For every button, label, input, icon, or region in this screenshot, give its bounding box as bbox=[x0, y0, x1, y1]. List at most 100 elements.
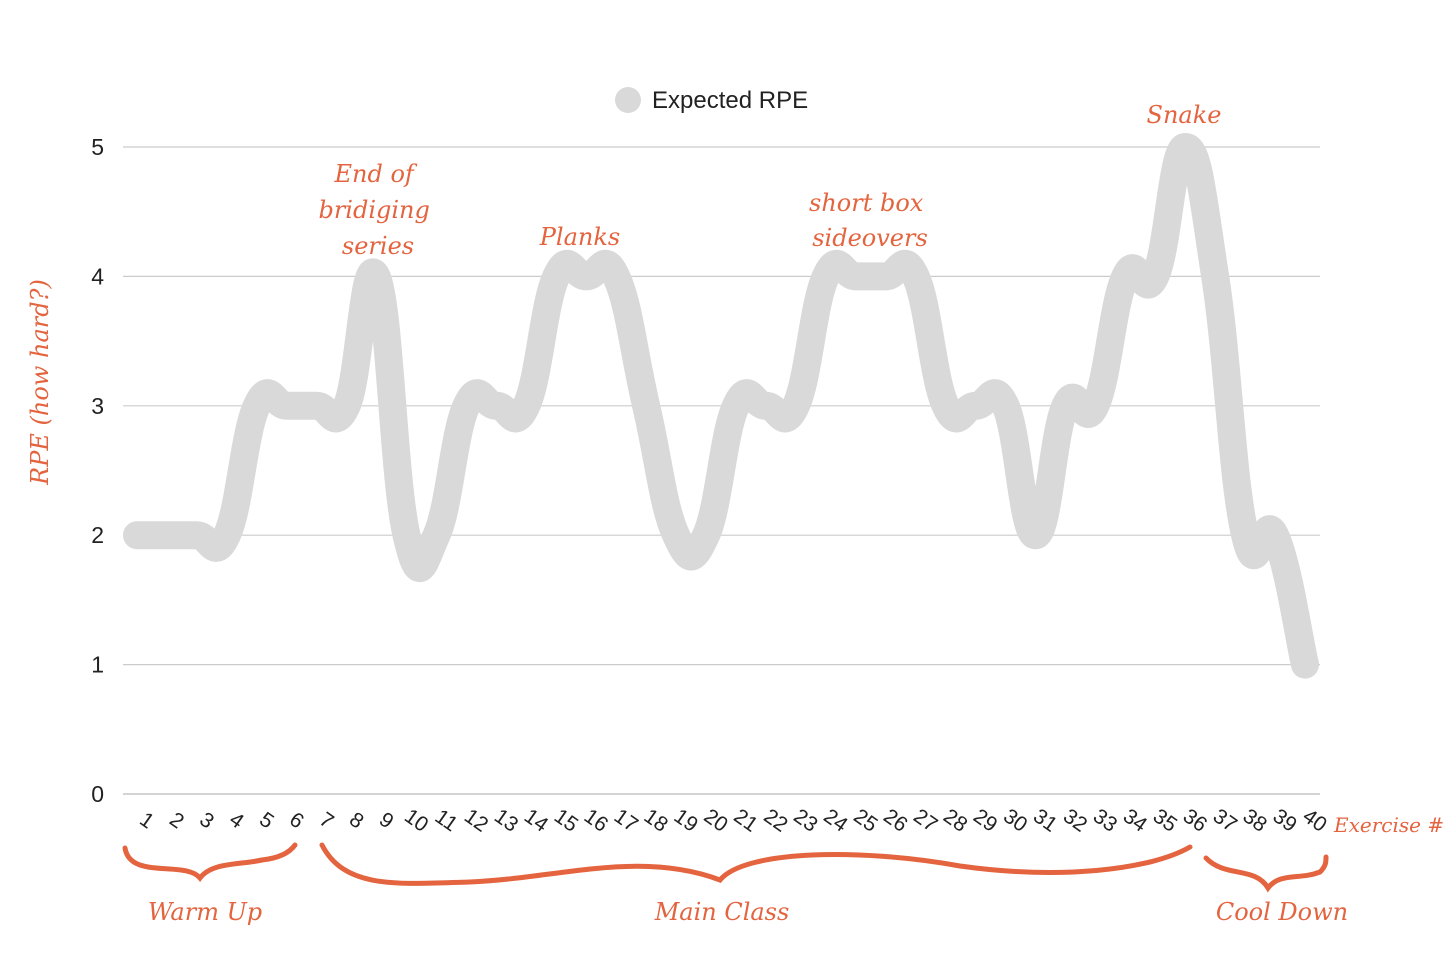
x-tick-label: 25 bbox=[849, 805, 881, 837]
x-tick-label: 39 bbox=[1269, 805, 1301, 837]
data-point bbox=[315, 404, 318, 407]
x-tick-label: 33 bbox=[1089, 805, 1121, 837]
brace-main-class bbox=[319, 842, 1193, 886]
legend: Expected RPE bbox=[615, 87, 808, 114]
x-tick-label: 3 bbox=[195, 808, 218, 834]
data-point bbox=[1064, 404, 1067, 407]
y-tick-label: 5 bbox=[91, 134, 104, 160]
data-point bbox=[405, 534, 408, 537]
data-point bbox=[525, 404, 528, 407]
annotation-bridging-line: End of bbox=[334, 160, 418, 188]
x-tick-label: 22 bbox=[759, 805, 791, 837]
data-point bbox=[495, 404, 498, 407]
x-tick-label: 31 bbox=[1029, 805, 1061, 837]
annotation-bridging-line: bridiging bbox=[318, 196, 429, 224]
data-point bbox=[225, 534, 228, 537]
x-tick-label: 2 bbox=[165, 808, 188, 834]
x-tick-label: 5 bbox=[255, 808, 278, 834]
x-tick-label: 6 bbox=[285, 808, 308, 834]
x-tick-label: 10 bbox=[400, 805, 432, 837]
x-tick-label: 19 bbox=[670, 805, 702, 837]
x-tick-label: 4 bbox=[225, 808, 248, 834]
data-point bbox=[375, 275, 378, 278]
exercise-groups: Warm Up Main Class Cool Down bbox=[122, 842, 1348, 926]
x-tick-label: 17 bbox=[610, 805, 642, 837]
annotation-snake: Snake bbox=[1147, 101, 1222, 129]
data-point bbox=[1124, 275, 1127, 278]
x-tick-label: 40 bbox=[1299, 805, 1331, 837]
data-point bbox=[675, 534, 678, 537]
x-tick-label: 18 bbox=[640, 805, 672, 837]
x-tick-label: 36 bbox=[1179, 805, 1211, 837]
x-tick-label: 23 bbox=[789, 805, 821, 837]
x-tick-label: 13 bbox=[490, 805, 522, 837]
x-tick-label: 9 bbox=[375, 808, 398, 834]
data-point bbox=[555, 275, 558, 278]
y-tick-label: 0 bbox=[91, 781, 104, 807]
data-point bbox=[1214, 275, 1217, 278]
data-point bbox=[645, 404, 648, 407]
x-tick-label: 14 bbox=[520, 805, 553, 837]
annotation-sideovers: short box sideovers bbox=[809, 189, 931, 252]
data-point bbox=[255, 404, 258, 407]
annotation-planks: Planks bbox=[539, 223, 620, 251]
data-point bbox=[764, 404, 767, 407]
data-point bbox=[1184, 146, 1187, 148]
y-tick-label: 2 bbox=[91, 522, 104, 548]
x-tick-label: 12 bbox=[460, 805, 492, 837]
annotation-bridging: End of bridiging series bbox=[318, 160, 437, 260]
data-point bbox=[914, 275, 917, 278]
x-tick-label: 38 bbox=[1239, 805, 1271, 837]
x-tick-label: 34 bbox=[1119, 805, 1152, 837]
data-point bbox=[136, 534, 138, 537]
legend-label: Expected RPE bbox=[652, 87, 808, 114]
data-point bbox=[854, 275, 857, 278]
annotation-bridging-line: series bbox=[342, 232, 414, 260]
x-tick-label: 32 bbox=[1059, 805, 1091, 837]
brace-warm-up bbox=[122, 842, 298, 883]
series-layer bbox=[123, 133, 1319, 679]
data-point bbox=[195, 534, 198, 537]
annotation-sideovers-line: sideovers bbox=[812, 224, 928, 252]
data-point bbox=[974, 404, 977, 407]
data-point bbox=[1244, 534, 1247, 537]
data-point bbox=[285, 404, 288, 407]
x-tick-label: 37 bbox=[1209, 805, 1241, 837]
data-point bbox=[705, 534, 708, 537]
x-tick-label: 1 bbox=[135, 808, 158, 834]
x-tick-label: 28 bbox=[939, 805, 971, 837]
data-point bbox=[345, 404, 348, 407]
group-label-warm-up: Warm Up bbox=[148, 898, 262, 926]
y-axis-ticks: 0 1 2 3 4 5 bbox=[91, 134, 104, 807]
x-tick-label: 26 bbox=[879, 805, 911, 837]
y-tick-label: 4 bbox=[91, 263, 104, 289]
x-axis-ticks: 1 2 3 4 5 6 7 8 9 1011121314151617181920212223242… bbox=[135, 805, 1331, 837]
data-point bbox=[884, 275, 887, 278]
x-tick-label: 20 bbox=[700, 805, 732, 837]
data-point bbox=[585, 275, 588, 278]
annotation-sideovers-line: short box bbox=[809, 189, 924, 217]
data-point bbox=[1094, 404, 1097, 407]
x-tick-label: 7 bbox=[315, 808, 338, 834]
group-label-main-class: Main Class bbox=[654, 898, 790, 926]
x-tick-label: 21 bbox=[730, 805, 762, 837]
data-point bbox=[1004, 404, 1007, 407]
data-point bbox=[1034, 534, 1037, 537]
x-tick-label: 8 bbox=[345, 808, 368, 834]
data-point bbox=[465, 404, 468, 407]
x-tick-label: 15 bbox=[550, 805, 582, 837]
data-point bbox=[1304, 663, 1306, 666]
x-tick-label: 11 bbox=[431, 805, 462, 836]
legend-marker bbox=[615, 87, 641, 113]
x-tick-label: 29 bbox=[969, 805, 1001, 837]
y-axis-label: RPE (how hard?) bbox=[26, 279, 54, 486]
x-tick-label: 30 bbox=[999, 805, 1031, 837]
data-point bbox=[1274, 534, 1277, 537]
data-point bbox=[165, 534, 168, 537]
data-point bbox=[824, 275, 827, 278]
y-tick-label: 3 bbox=[91, 393, 104, 419]
y-tick-label: 1 bbox=[91, 652, 104, 678]
data-point bbox=[435, 534, 438, 537]
brace-cool-down bbox=[1203, 854, 1329, 893]
